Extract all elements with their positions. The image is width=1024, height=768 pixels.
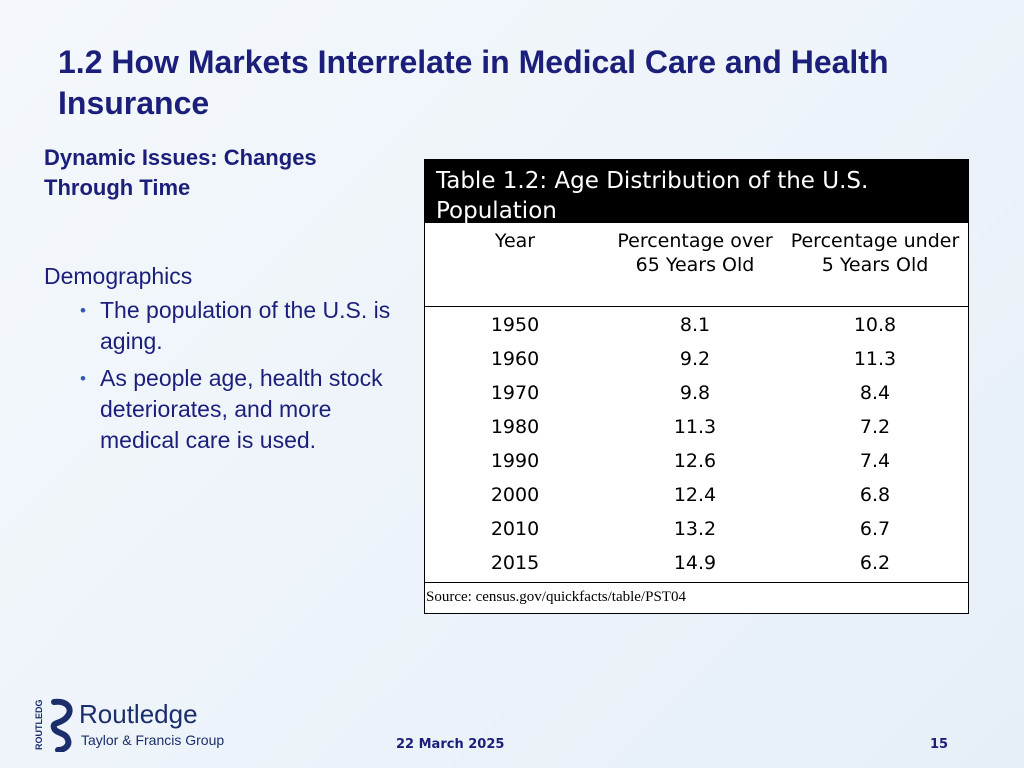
cell-under-5: 10.8 [853,314,897,336]
cell-under-5: 6.8 [859,484,891,506]
table-row: 2010 13.2 6.7 [425,512,968,546]
bullet-item: • The population of the U.S. is aging. [80,295,394,357]
table-source: Source: census.gov/quickfacts/table/PST0… [425,582,968,613]
cell-over-65: 12.4 [673,484,717,506]
bullet-dot-icon: • [80,369,86,388]
cell-over-65: 12.6 [673,450,717,472]
cell-under-5: 6.7 [859,518,891,540]
table-row: 2015 14.9 6.2 [425,546,968,580]
section-heading: Dynamic Issues: Changes Through Time [44,145,317,200]
cell-over-65: 9.8 [679,382,711,404]
cell-over-65: 13.2 [673,518,717,540]
cell-year: 1960 [490,348,540,370]
bullet-list: • The population of the U.S. is aging. •… [44,295,394,456]
cell-year: 1990 [490,450,540,472]
bullet-dot-icon: • [80,301,86,320]
bullet-text: As people age, health stock deteriorates… [100,365,383,453]
cell-under-5: 7.2 [859,416,891,438]
table-row: 1950 8.1 10.8 [425,308,968,342]
routledge-logo: ROUTLEDGE Routledge Taylor & Francis Gro… [34,696,224,754]
cell-under-5: 6.2 [859,552,891,574]
table-body: 1950 8.1 10.8 1960 9.2 11.3 1970 9.8 8.4… [425,307,968,582]
bullet-item: • As people age, health stock deteriorat… [80,363,394,456]
cell-over-65: 8.1 [679,314,711,336]
cell-over-65: 14.9 [673,552,717,574]
logo-name: Routledge [79,699,198,729]
header-year: Year [494,230,536,252]
cell-over-65: 9.2 [679,348,711,370]
cell-year: 2000 [490,484,540,506]
table-row: 2000 12.4 6.8 [425,478,968,512]
cell-year: 1950 [490,314,540,336]
table-row: 1990 12.6 7.4 [425,444,968,478]
table-caption: Table 1.2: Age Distribution of the U.S. … [425,160,968,224]
cell-year: 1980 [490,416,540,438]
cell-under-5: 8.4 [859,382,891,404]
table-row: 1970 9.8 8.4 [425,376,968,410]
header-under-5: Percentage under 5 Years Old [790,230,960,276]
left-column: Dynamic Issues: Changes Through Time Dem… [44,143,394,462]
age-distribution-table: Table 1.2: Age Distribution of the U.S. … [424,159,969,614]
table-header-row: Year Percentage over 65 Years Old Percen… [425,223,968,307]
table-row: 1960 9.2 11.3 [425,342,968,376]
topic-label: Demographics [44,263,193,289]
cell-year: 1970 [490,382,540,404]
bullet-text: The population of the U.S. is aging. [100,297,391,354]
table-row: 1980 11.3 7.2 [425,410,968,444]
cell-year: 2015 [490,552,540,574]
page-number: 15 [930,737,949,752]
footer-date: 22 March 2025 [396,737,505,752]
logo-vertical-text: ROUTLEDGE [34,700,44,750]
slide-title: 1.2 How Markets Interrelate in Medical C… [58,44,889,121]
logo-subtitle: Taylor & Francis Group [81,732,225,748]
routledge-r-mark-icon [50,698,73,752]
header-over-65: Percentage over 65 Years Old [617,230,773,276]
cell-under-5: 11.3 [853,348,897,370]
cell-year: 2010 [490,518,540,540]
cell-over-65: 11.3 [673,416,717,438]
cell-under-5: 7.4 [859,450,891,472]
